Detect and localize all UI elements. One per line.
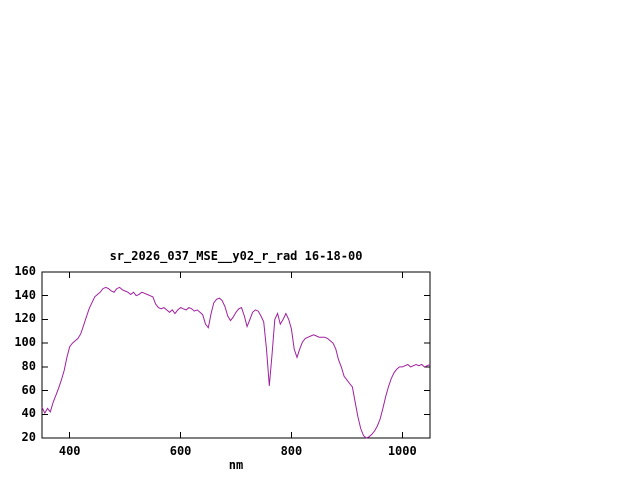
y-tick-label: 80 bbox=[21, 358, 36, 373]
y-tick-label: 120 bbox=[14, 311, 36, 326]
x-tick-label: 1000 bbox=[387, 444, 417, 458]
spectral-curve bbox=[41, 286, 431, 439]
plot-border bbox=[41, 271, 431, 439]
y-tick-label: 20 bbox=[21, 430, 36, 444]
y-tick-label: 100 bbox=[14, 335, 36, 350]
y-tick-label: 40 bbox=[21, 406, 36, 421]
x-axis-label: nm bbox=[228, 458, 244, 472]
y-tick-label: 160 bbox=[14, 264, 36, 278]
axis-ticks bbox=[42, 271, 430, 439]
x-tick-label: 600 bbox=[169, 444, 192, 458]
x-tick-label: 400 bbox=[58, 444, 81, 458]
chart-title: sr_2026_037_MSE__y02_r_rad 16-18-00 bbox=[109, 249, 363, 263]
x-tick-label: 800 bbox=[280, 444, 303, 458]
y-tick-label: 60 bbox=[21, 382, 36, 397]
y-tick-label: 140 bbox=[14, 287, 36, 302]
